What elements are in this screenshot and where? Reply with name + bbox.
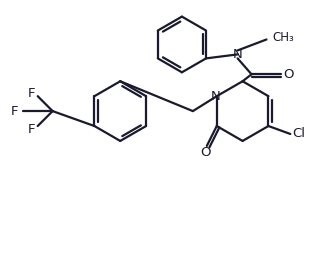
Text: O: O (201, 146, 211, 159)
Text: F: F (28, 87, 36, 100)
Text: CH₃: CH₃ (272, 31, 294, 44)
Text: Cl: Cl (292, 127, 305, 140)
Text: N: N (211, 90, 221, 103)
Text: O: O (283, 68, 293, 81)
Text: F: F (11, 105, 18, 118)
Text: N: N (233, 48, 243, 61)
Text: F: F (28, 123, 36, 135)
